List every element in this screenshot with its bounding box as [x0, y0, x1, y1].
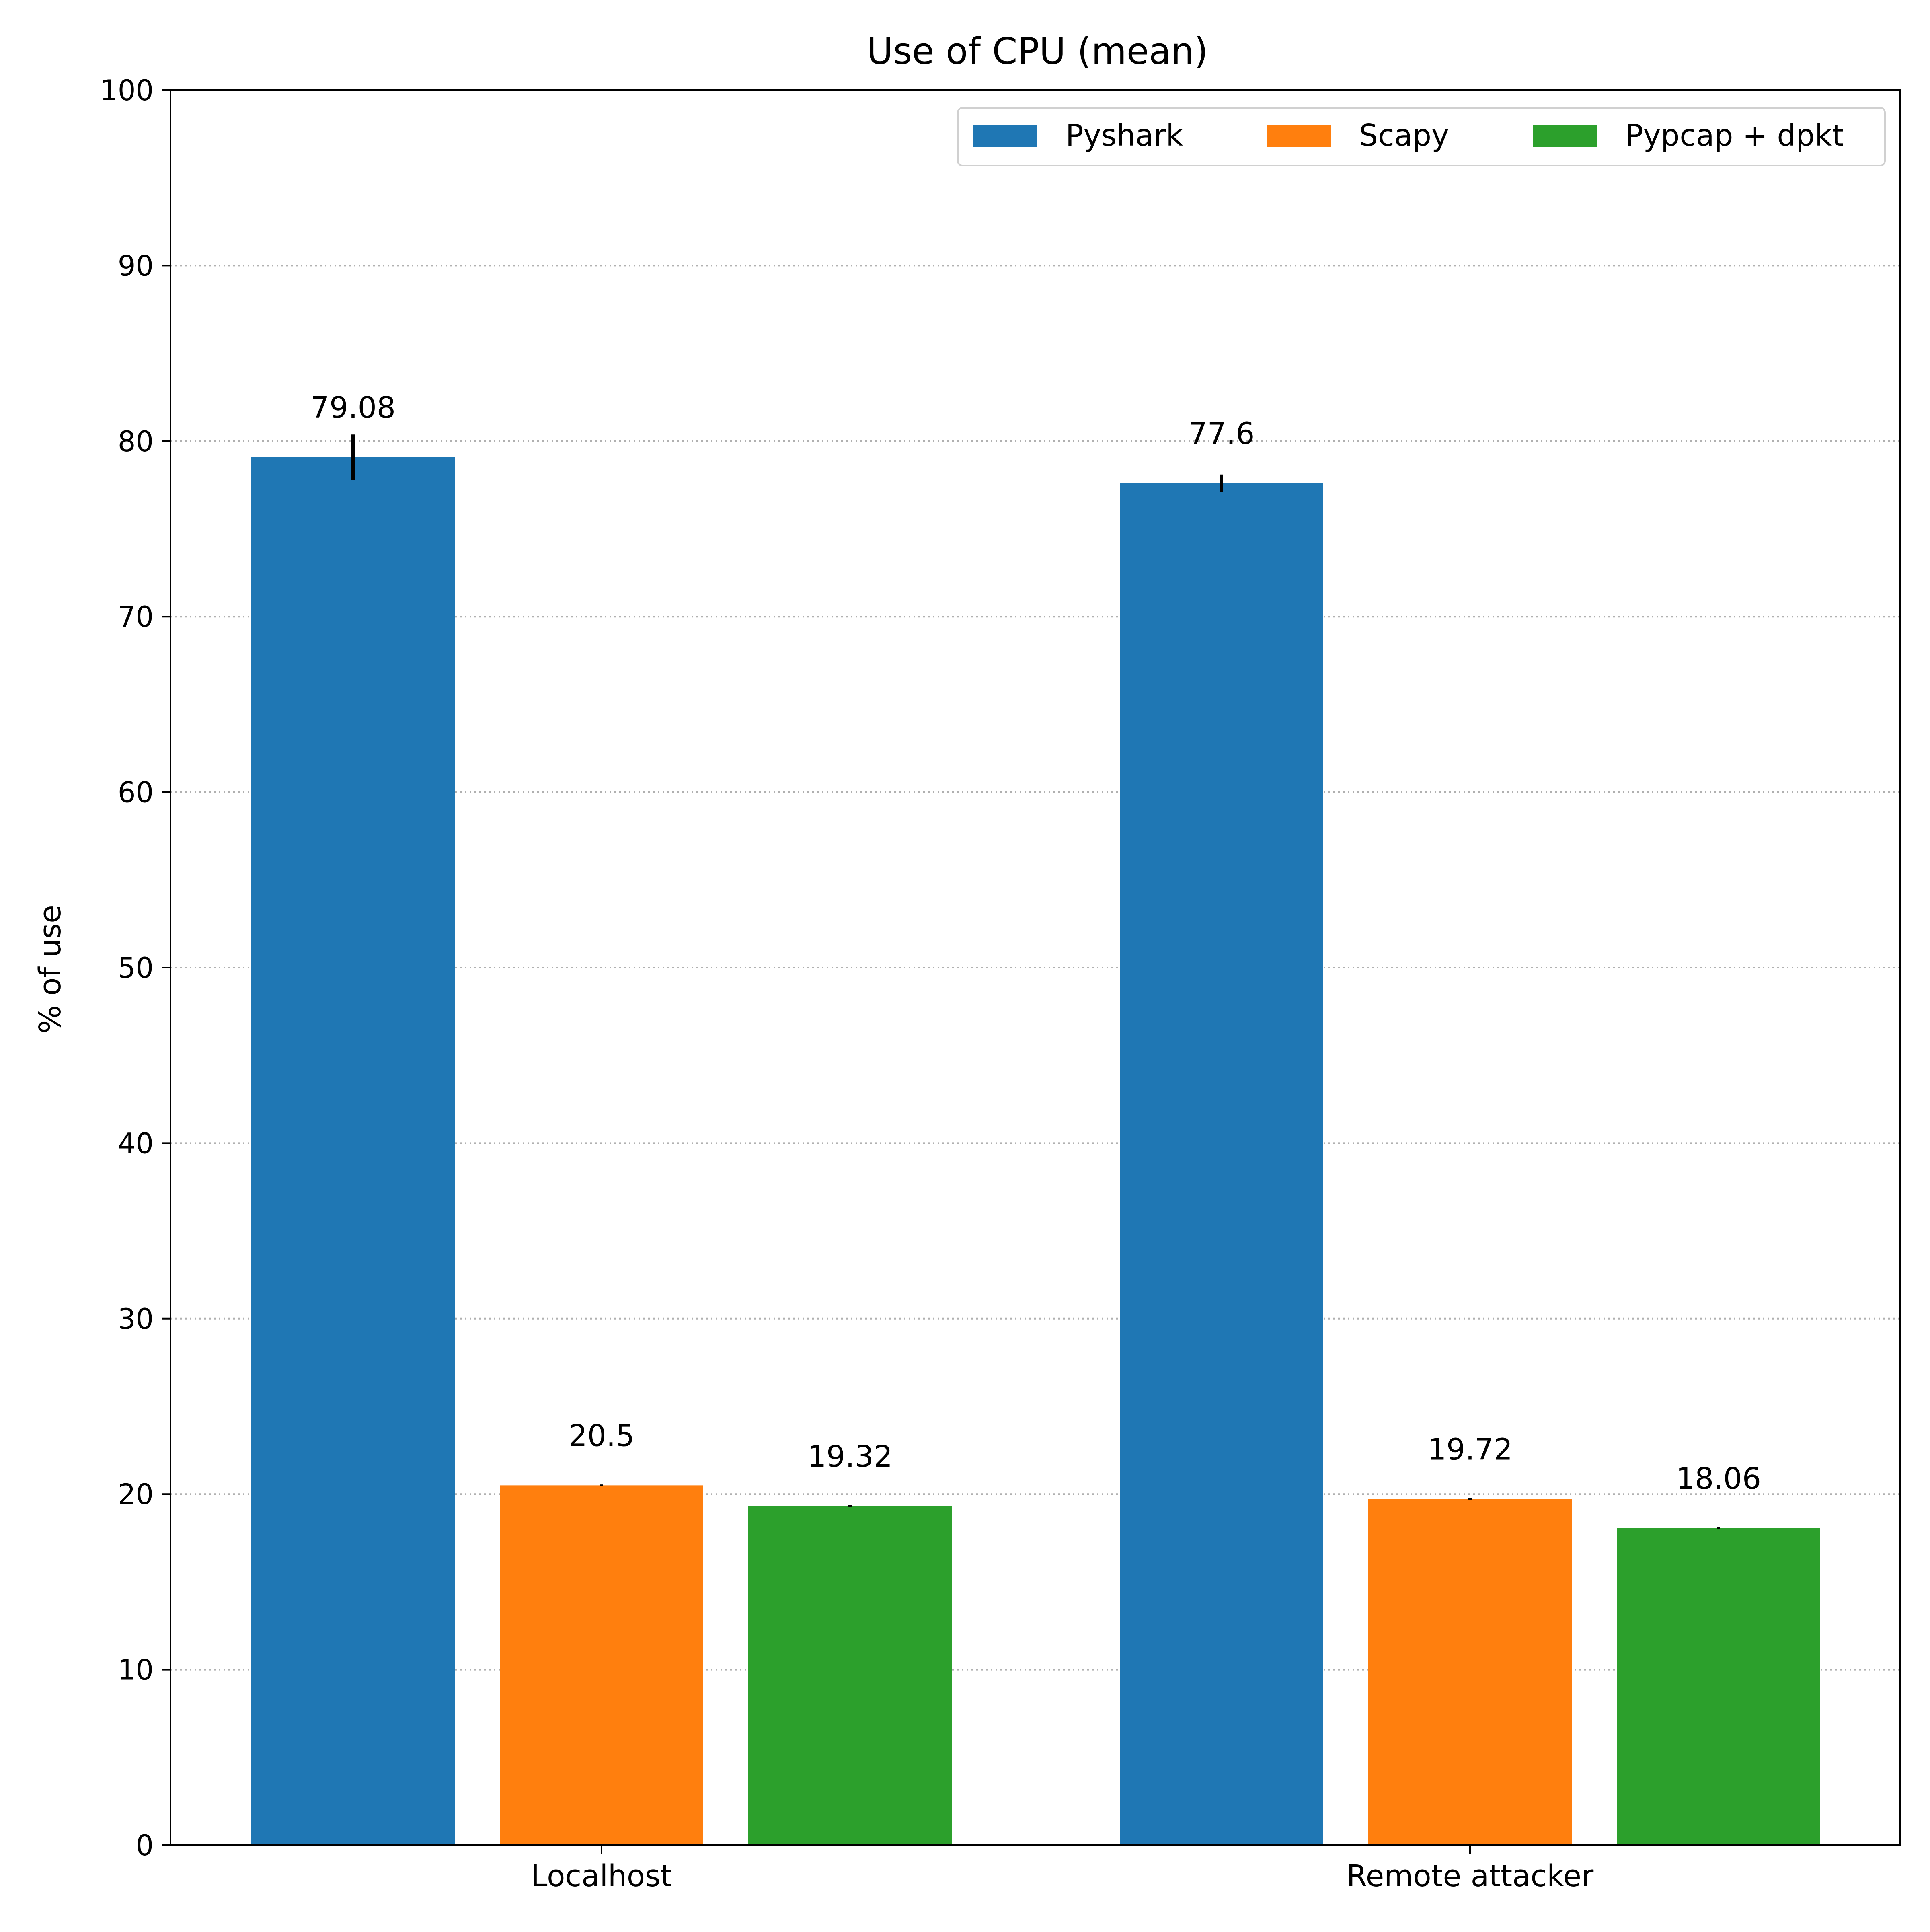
y-tick-label: 0	[136, 1829, 154, 1862]
legend-swatch-pypcap-dpkt	[1533, 125, 1597, 147]
y-tick-label: 90	[118, 249, 154, 282]
y-tick-label: 20	[118, 1478, 154, 1511]
legend-swatch-scapy	[1267, 125, 1331, 147]
y-tick-label: 70	[118, 600, 154, 633]
axes-layer: 0 10 20 30 40 50 60 70 80 90 100 Localhost Remote at…	[100, 74, 1593, 1893]
data-label: 79.08	[310, 391, 396, 425]
data-label: 19.32	[807, 1439, 893, 1474]
y-tick-label: 30	[118, 1303, 154, 1336]
x-tick-label: Localhost	[531, 1859, 672, 1893]
y-tick-label: 100	[100, 74, 154, 107]
y-tick-label: 50	[118, 952, 154, 984]
bar-scapy-0	[500, 1485, 703, 1845]
error-bars-layer	[351, 434, 1720, 1529]
legend: Pyshark Scapy Pypcap + dpkt	[957, 107, 1886, 166]
y-tick-label: 40	[118, 1127, 154, 1160]
y-tick-label: 80	[118, 425, 154, 458]
grid-layer	[170, 265, 1900, 1671]
legend-label: Pyshark	[1066, 118, 1183, 153]
data-label: 20.5	[569, 1418, 635, 1453]
data-label: 77.6	[1189, 417, 1255, 451]
legend-swatch-pyshark	[973, 125, 1037, 147]
bar-pypcap-dpkt-1	[1617, 1528, 1820, 1845]
bar-pypcap-dpkt-0	[748, 1506, 952, 1845]
data-label: 18.06	[1676, 1461, 1761, 1496]
y-tick-label: 10	[118, 1654, 154, 1687]
bars-layer	[251, 457, 1820, 1846]
chart-title: Use of CPU (mean)	[866, 30, 1208, 72]
legend-label: Scapy	[1359, 118, 1449, 153]
bar-scapy-1	[1368, 1499, 1572, 1845]
data-label: 19.72	[1427, 1432, 1513, 1467]
legend-box	[957, 107, 1886, 166]
data-labels-layer: 79.08 20.5 19.32 77.6 19.72 18.06	[310, 391, 1761, 1496]
y-tick-label: 60	[118, 776, 154, 809]
legend-label: Pypcap + dpkt	[1625, 118, 1844, 153]
y-axis-label: % of use	[33, 905, 68, 1034]
bar-pyshark-1	[1120, 483, 1323, 1845]
bar-pyshark-0	[251, 457, 455, 1846]
x-tick-label: Remote attacker	[1347, 1859, 1594, 1893]
